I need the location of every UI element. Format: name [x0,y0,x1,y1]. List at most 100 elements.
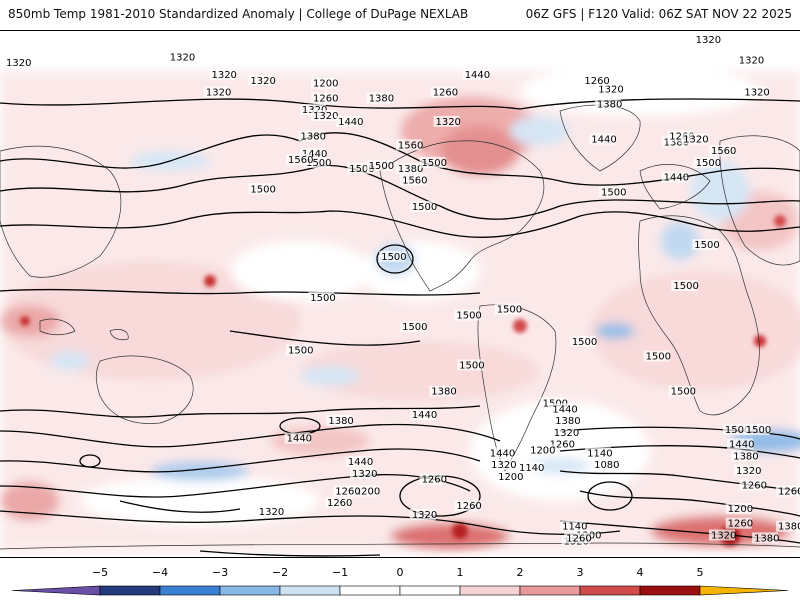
colorbar-tick-label: −5 [92,566,108,579]
contour-label: 1500 [497,305,522,316]
contour-label-bg [667,130,694,142]
contour-label-bg [299,148,326,160]
contour-label: 1320 [696,35,721,46]
contour-label-bg [739,479,766,491]
contour-label-bg [727,438,754,450]
contour-label-bg [167,51,194,63]
contour-label-bg [516,462,543,473]
contour-label: 1260 [584,76,609,87]
contour-label-bg [366,92,393,104]
contour-label-bg [366,159,393,171]
contour-label-bg [345,456,372,468]
contour-label: 1440 [490,448,515,459]
contour-label: 1380 [328,416,353,427]
contour-label: 1440 [412,410,437,421]
contour-label-bg [589,133,616,145]
contour-label-bg [324,497,351,509]
contour-label: 1140 [562,522,587,533]
contour-label: 1320 [6,58,31,69]
weather-map[interactable]: 1320132013201320132013801380144015001560… [0,30,800,558]
contour-label: 1500 [572,337,597,348]
contour-label: 1500 [725,425,750,436]
contour-label-bg [409,200,436,212]
contour-label-bg [299,104,326,116]
contour-label-bg [692,239,719,251]
contour-label: 1440 [729,440,754,451]
contour-label: 1320 [683,134,708,145]
contour-label-bg [681,133,708,145]
contour-label-bg [419,156,446,168]
colorbar-tick-label: 2 [517,566,524,579]
contour-label-bg [569,335,596,347]
contour-label: 1380 [431,387,456,398]
contour-label: 1080 [594,460,619,471]
contour-label: 1260 [728,519,753,530]
contour-label: 1260 [742,481,767,492]
contour-label-bg [286,154,312,165]
contour-label: 1500 [381,252,406,263]
colorbar-segment [519,585,581,596]
contour-label: 1260 [422,475,447,486]
contour-label: 1560 [402,176,427,187]
contour-label: 1500 [694,240,719,251]
contour-label: 1440 [591,134,616,145]
contour-label: 1320 [435,117,460,128]
contour-label-bg [734,464,760,476]
contour-label: 1440 [287,434,312,445]
contour-label: 1500 [422,158,447,169]
contour-label: 1440 [664,173,689,184]
map-title: 850mb Temp 1981-2010 Standardized Anomal… [8,7,469,21]
contour-label: 1140 [587,448,612,459]
contour-label: 1140 [519,463,544,474]
contour-label: 1500 [402,322,427,333]
contour-label: 1440 [338,117,363,128]
contour-label-bg [643,350,670,362]
contour-label: 1500 [671,387,696,398]
contour-label: 1200 [355,486,380,497]
contour-label-bg [429,385,456,397]
contour-label-bg [248,74,275,86]
contour-label-bg [311,77,338,89]
colorbar-segments [11,585,789,596]
contour-label: 1320 [206,88,231,99]
contour-label-bg [286,344,312,356]
contour-label-bg [433,115,460,127]
contour-label-bg [457,359,484,371]
contour-label-bg [352,485,379,497]
contour-label: 1200 [728,504,753,515]
contour-label-bg [722,423,749,435]
contour-label: 1500 [746,425,771,436]
contour-label-bg [419,473,446,485]
contour-label-bg [564,532,591,544]
contour-label-bg [585,447,612,459]
contour-label-bg [725,503,752,515]
colorbar-svg: −5 −4 −3 −2 −1 0 1 2 3 4 5 [11,566,789,596]
contour-label-bg [336,115,363,127]
contour-label: 1380 [597,99,622,110]
contour-label: 1500 [306,158,331,169]
contour-label-bg [4,57,30,69]
contour-label-bg [547,438,574,450]
colorbar-segment [279,585,341,596]
anomaly-map-svg: 1320132013201320132013801380144015001560… [0,34,800,557]
contour-label: 1380 [555,416,580,427]
contour-label: 1260 [327,498,352,509]
map-header: 850mb Temp 1981-2010 Standardized Anomal… [0,0,800,28]
colorbar-tick-label: 0 [397,566,404,579]
contour-label-bg [379,250,406,262]
contour-label: 1380 [398,164,423,175]
contour-label-bg [599,186,626,198]
contour-label-bg [311,110,338,121]
contour-label-bg [326,415,353,427]
colorbar-tick-label: 4 [637,566,644,579]
contour-label-bg [430,86,457,98]
contour-label: 1320 [711,530,736,541]
colorbar-tick-label: −4 [152,566,168,579]
contour-label: 1200 [313,79,338,90]
contour-label: 1380 [778,522,800,533]
contour-label: 1200 [498,472,523,483]
contour-label: 1560 [288,155,313,166]
contour-label-bg [540,397,567,409]
contour-label: 1440 [465,70,490,81]
contour-label: 1320 [554,428,579,439]
